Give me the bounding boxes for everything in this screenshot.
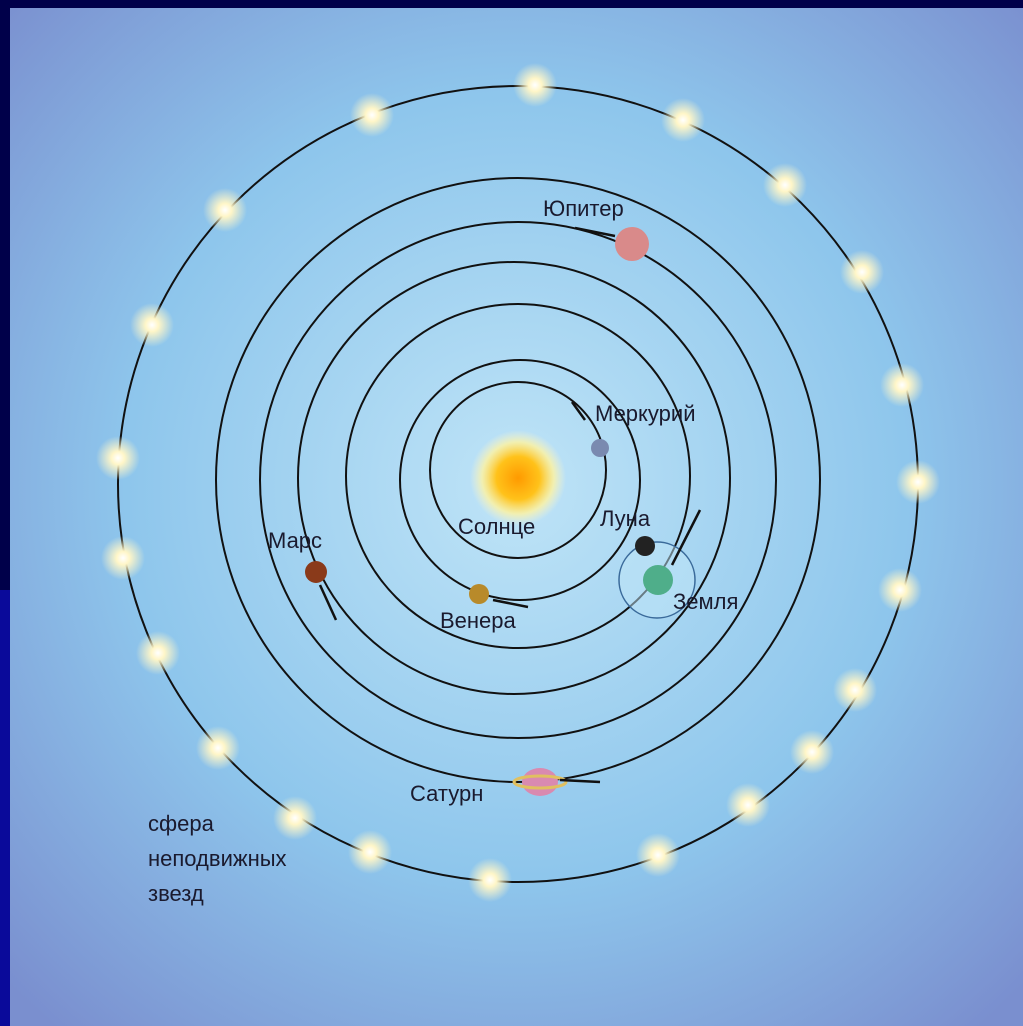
planet-label: Марс <box>268 528 322 553</box>
mars <box>305 561 327 583</box>
planet-label: Солнце <box>458 514 535 539</box>
planet-label: Меркурий <box>595 401 695 426</box>
star <box>763 163 807 207</box>
sun <box>470 430 566 526</box>
star <box>136 631 180 675</box>
star <box>726 783 770 827</box>
star <box>636 833 680 877</box>
saturn <box>522 768 558 796</box>
star <box>130 303 174 347</box>
star <box>833 668 877 712</box>
star <box>878 568 922 612</box>
star <box>101 536 145 580</box>
planet-label: Земля <box>673 589 738 614</box>
star <box>203 188 247 232</box>
star <box>96 436 140 480</box>
caption-line: неподвижных <box>148 846 287 871</box>
star <box>880 363 924 407</box>
moon <box>635 536 655 556</box>
star <box>513 63 557 107</box>
star <box>896 460 940 504</box>
star <box>790 730 834 774</box>
mercury <box>591 439 609 457</box>
star <box>840 250 884 294</box>
star <box>661 98 705 142</box>
planet-label: Сатурн <box>410 781 483 806</box>
star <box>350 93 394 137</box>
side-bar <box>0 590 10 1026</box>
planet-label: Юпитер <box>543 196 624 221</box>
venus <box>469 584 489 604</box>
star <box>468 858 512 902</box>
jupiter <box>615 227 649 261</box>
earth <box>643 565 673 595</box>
star <box>348 830 392 874</box>
planet-label: Луна <box>600 506 651 531</box>
star <box>196 726 240 770</box>
page: {"labels": ["Юпитер", "Меркурий", "Солнц… <box>0 0 1023 1026</box>
caption-line: сфера <box>148 811 215 836</box>
star <box>273 796 317 840</box>
diagram: Юпитер Меркурий Солнце Луна Марс Венера Земля С… <box>0 0 1023 1026</box>
planet-label: Венера <box>440 608 517 633</box>
caption-line: звезд <box>148 881 204 906</box>
